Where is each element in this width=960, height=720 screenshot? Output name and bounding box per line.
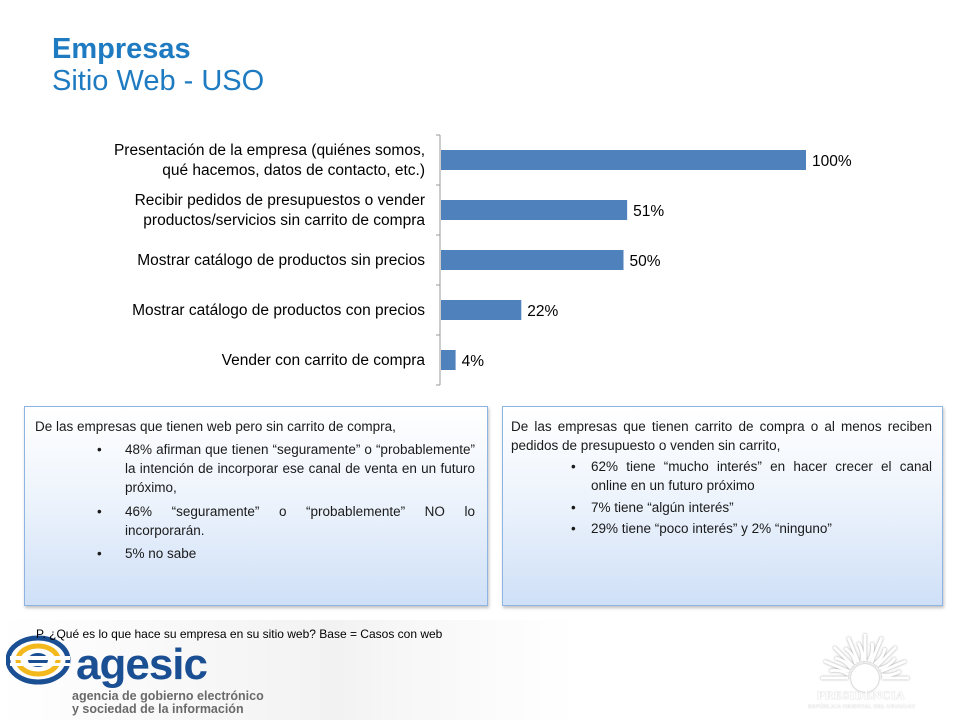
- bullet-item: 62% tiene “mucho interés” en hacer crece…: [571, 457, 932, 495]
- bullet-item: 7% tiene “algún interés”: [571, 498, 932, 517]
- info-box-web-sin-carrito: De las empresas que tienen web pero sin …: [24, 406, 488, 606]
- sun-ray: [834, 656, 853, 670]
- data-label: 4%: [462, 353, 485, 370]
- bar: [441, 350, 456, 370]
- category-label: productos/servicios sin carrito de compr…: [143, 212, 425, 229]
- bar: [441, 300, 522, 320]
- bar: [441, 200, 628, 220]
- category-label: Recibir pedidos de presupuestos o vender: [135, 192, 425, 209]
- sun-ray: [880, 659, 907, 673]
- page-title: Empresas Sitio Web - USO: [52, 33, 265, 98]
- agesic-logo-text: agesic: [76, 640, 208, 689]
- sun-ray: [829, 668, 850, 676]
- bullet-list: 62% tiene “mucho interés” en hacer crece…: [511, 457, 932, 538]
- bullet-item: 48% afirman que tienen “seguramente” o “…: [97, 440, 475, 497]
- footer-background: [0, 620, 960, 720]
- category-label: Presentación de la empresa (quiénes somo…: [114, 142, 425, 159]
- category-label: Mostrar catálogo de productos sin precio…: [137, 252, 425, 269]
- bullet-list: 48% afirman que tienen “seguramente” o “…: [35, 440, 475, 563]
- footer-band: [0, 620, 960, 720]
- data-label: 51%: [633, 203, 664, 220]
- bullet-item: 5% no sabe: [97, 544, 475, 563]
- info-box-con-carrito: De las empresas que tienen carrito de co…: [502, 406, 943, 606]
- data-label: 50%: [630, 253, 661, 270]
- category-label: qué hacemos, datos de contacto, etc.): [162, 162, 425, 179]
- info-box-intro: De las empresas que tienen web pero sin …: [35, 419, 396, 434]
- bar: [441, 250, 624, 270]
- title-line: Empresas: [52, 33, 191, 65]
- data-label: 100%: [812, 153, 852, 170]
- sun-ray: [878, 657, 897, 671]
- presidencia-subtitle: REPÚBLICA ORIENTAL DEL URUGUAY: [808, 704, 916, 710]
- data-label: 22%: [527, 303, 558, 320]
- agesic-tagline: agencia de gobierno electrónico: [72, 689, 264, 703]
- sun-ray: [881, 669, 902, 677]
- category-label: Mostrar catálogo de productos con precio…: [132, 302, 425, 319]
- bullet-item: 29% tiene “poco interés” y 2% “ninguno”: [571, 519, 932, 538]
- agesic-tagline: y sociedad de la información: [72, 702, 244, 716]
- category-label: Vender con carrito de compra: [222, 352, 426, 369]
- sun-ray: [875, 645, 898, 668]
- sun-ray: [873, 647, 887, 666]
- footnote-question: P. ¿Qué es lo que hace su empresa en su …: [36, 627, 443, 641]
- sun-ray: [846, 636, 860, 663]
- presidencia-name: PRESIDENCIA: [817, 688, 906, 702]
- bar: [441, 150, 806, 170]
- bar-chart: 100% Presentación de la empresa (quiénes …: [114, 134, 852, 386]
- agesic-logo-icon: [6, 635, 71, 685]
- presidencia-sun-icon: [821, 634, 909, 692]
- sun-ray: [844, 646, 858, 665]
- sun-ray: [870, 636, 884, 663]
- bullet-item: 46% “seguramente” o “probablemente” NO l…: [97, 502, 475, 540]
- subtitle-line: Sitio Web - USO: [52, 64, 265, 97]
- info-box-intro: De las empresas que tienen carrito de co…: [511, 419, 932, 454]
- sun-ray: [832, 645, 855, 668]
- sun-ray: [823, 659, 850, 673]
- sun-ray: [856, 641, 864, 662]
- sun-ray: [867, 642, 875, 663]
